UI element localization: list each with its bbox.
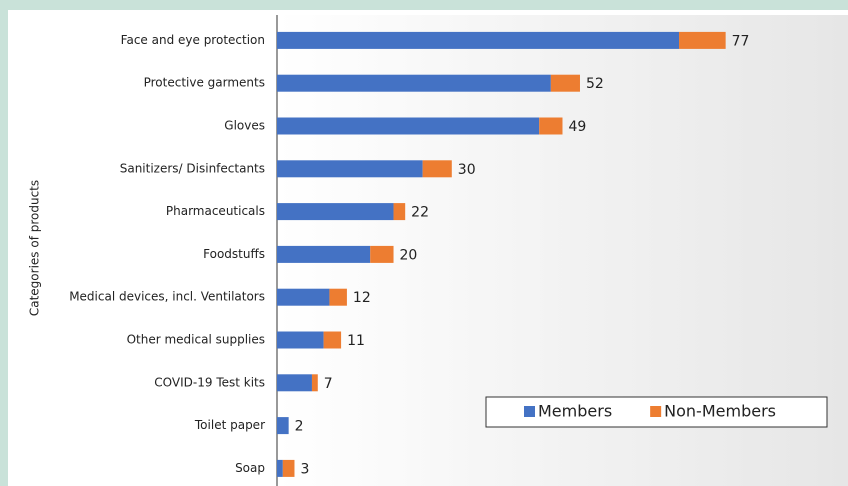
legend-label: Members bbox=[538, 402, 612, 421]
bar-segment bbox=[550, 74, 580, 92]
bar-segment bbox=[277, 459, 283, 477]
y-axis-label: Categories of products bbox=[28, 180, 42, 316]
bar-segment bbox=[277, 374, 312, 392]
legend: Members Non-Members bbox=[485, 396, 828, 428]
y-tick-label: Pharmaceuticals bbox=[166, 204, 265, 218]
legend-swatch bbox=[650, 406, 662, 417]
legend-swatch bbox=[524, 406, 535, 417]
total-label: 7 bbox=[324, 376, 333, 392]
bar-segment bbox=[323, 331, 342, 349]
y-tick-label: Other medical supplies bbox=[127, 333, 265, 347]
bar-segment bbox=[393, 203, 406, 221]
bar-segment bbox=[277, 288, 330, 306]
bar-segment bbox=[370, 245, 394, 263]
y-tick-label: Soap bbox=[235, 461, 265, 475]
total-label: 12 bbox=[353, 290, 371, 306]
bar-segment bbox=[277, 31, 680, 49]
y-tick-label: COVID-19 Test kits bbox=[154, 375, 265, 389]
total-label: 52 bbox=[586, 76, 604, 92]
bar-segment bbox=[277, 417, 289, 435]
bar-segment bbox=[277, 117, 540, 135]
y-tick-label: Medical devices, incl. Ventilators bbox=[69, 290, 265, 304]
bar-segment bbox=[329, 288, 347, 306]
total-label: 3 bbox=[300, 461, 309, 477]
y-tick-label: Foodstuffs bbox=[203, 247, 265, 261]
bar-segment bbox=[539, 117, 563, 135]
legend-label: Non-Members bbox=[664, 402, 776, 421]
y-tick-label: Toilet paper bbox=[194, 418, 265, 432]
y-tick-label: Protective garments bbox=[144, 76, 265, 90]
y-tick-label: Gloves bbox=[224, 119, 265, 133]
total-label: 77 bbox=[732, 33, 750, 49]
y-tick-label: Face and eye protection bbox=[121, 33, 265, 47]
total-label: 2 bbox=[295, 419, 304, 435]
total-label: 30 bbox=[458, 162, 476, 178]
y-tick-label: Sanitizers/ Disinfectants bbox=[120, 161, 265, 175]
bar-segment bbox=[277, 203, 394, 221]
bar-segment bbox=[679, 31, 726, 49]
bar-segment bbox=[277, 74, 551, 92]
total-label: 11 bbox=[347, 333, 365, 349]
bar-segment bbox=[422, 160, 452, 178]
bar-segment bbox=[277, 331, 324, 349]
bar-segment bbox=[311, 374, 318, 392]
total-label: 20 bbox=[400, 247, 418, 263]
bar-segment bbox=[277, 160, 423, 178]
total-label: 22 bbox=[411, 205, 429, 221]
total-label: 49 bbox=[569, 119, 587, 135]
bar-segment bbox=[277, 245, 371, 263]
bar-segment bbox=[282, 459, 295, 477]
